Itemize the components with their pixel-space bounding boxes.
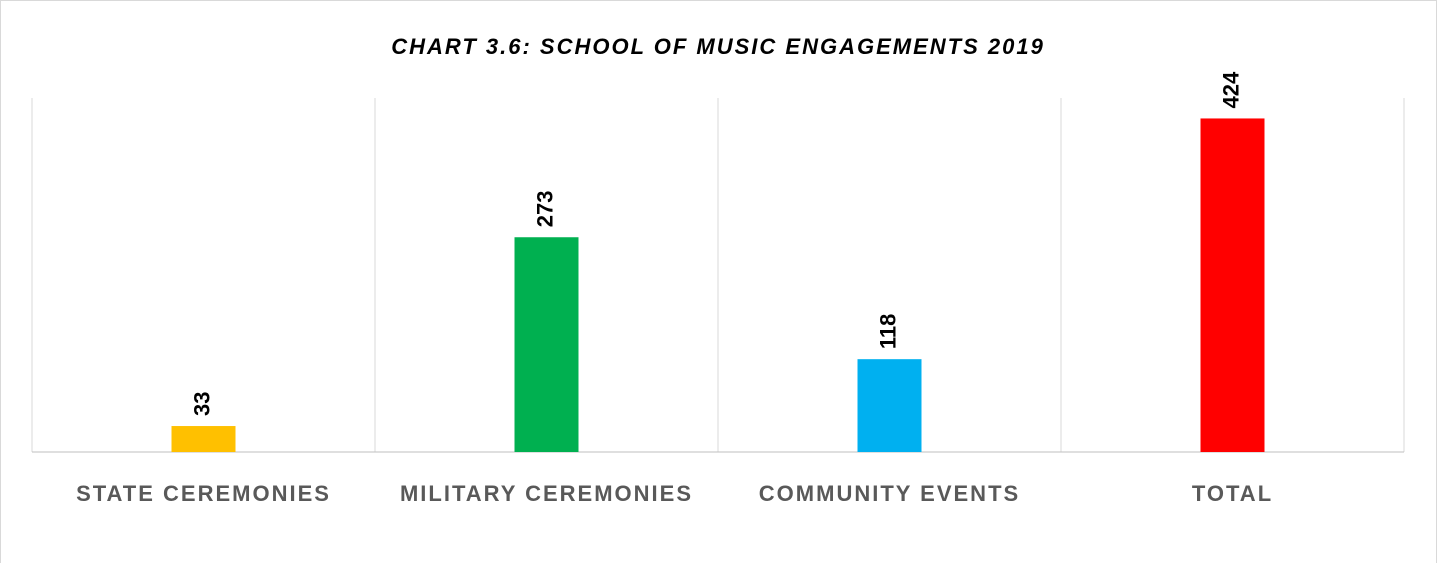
data-label: 273 (532, 191, 557, 228)
x-tick-label: MILITARY CEREMONIES (399, 481, 694, 506)
bar (514, 237, 579, 452)
data-label: 118 (875, 314, 900, 350)
x-tick-label: TOTAL (1191, 481, 1274, 506)
bar (171, 426, 236, 452)
x-tick-label: STATE CEREMONIES (76, 481, 331, 506)
bar (857, 359, 922, 452)
x-tick-label: COMMUNITY EVENTS (758, 481, 1021, 506)
bar (1200, 118, 1265, 452)
chart-title: CHART 3.6: SCHOOL OF MUSIC ENGAGEMENTS 2… (391, 34, 1045, 59)
data-label: 424 (1218, 71, 1243, 108)
data-label: 33 (189, 392, 214, 416)
